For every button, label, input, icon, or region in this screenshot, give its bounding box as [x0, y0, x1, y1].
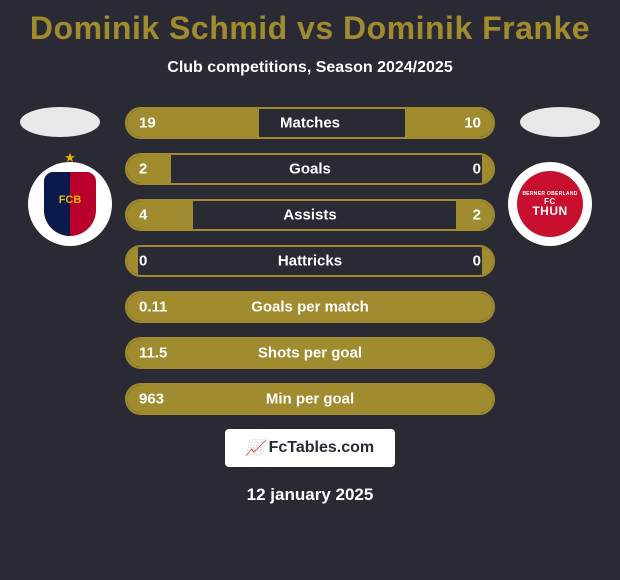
footer-logo-text: FcTables.com [269, 439, 375, 457]
comparison-row: 963Min per goal [125, 383, 495, 415]
comparison-row: 42Assists [125, 199, 495, 231]
comparison-row: 11.5Shots per goal [125, 337, 495, 369]
comparison-row: 00Hattricks [125, 245, 495, 277]
row-label: Goals [127, 161, 493, 178]
comparison-area: ★ BERNER OBERLAND FC THUN 1910Matches 20G… [0, 107, 620, 415]
comparison-row: 1910Matches [125, 107, 495, 139]
row-label: Assists [127, 207, 493, 224]
subtitle: Club competitions, Season 2024/2025 [0, 59, 620, 77]
club-right-circle: BERNER OBERLAND FC THUN [517, 171, 583, 237]
club-left-shield [44, 172, 96, 236]
row-label: Shots per goal [127, 345, 493, 362]
player-right-avatar [520, 107, 600, 137]
comparison-row: 0.11Goals per match [125, 291, 495, 323]
chart-icon: 📈 [246, 439, 265, 457]
club-right-badge: BERNER OBERLAND FC THUN [508, 162, 592, 246]
row-label: Hattricks [127, 253, 493, 270]
page-title: Dominik Schmid vs Dominik Franke [0, 0, 620, 47]
comparison-rows: 1910Matches 20Goals 42Assists 00Hattricks 0.… [125, 107, 495, 415]
footer-logo: 📈 FcTables.com [225, 429, 395, 467]
club-right-main-text: THUN [532, 204, 567, 218]
row-label: Min per goal [127, 391, 493, 408]
comparison-row: 20Goals [125, 153, 495, 185]
player-left-avatar [20, 107, 100, 137]
footer-date: 12 january 2025 [0, 485, 620, 505]
star-icon: ★ [64, 150, 76, 166]
row-label: Goals per match [127, 299, 493, 316]
row-label: Matches [127, 115, 493, 132]
club-left-badge: ★ [28, 162, 112, 246]
